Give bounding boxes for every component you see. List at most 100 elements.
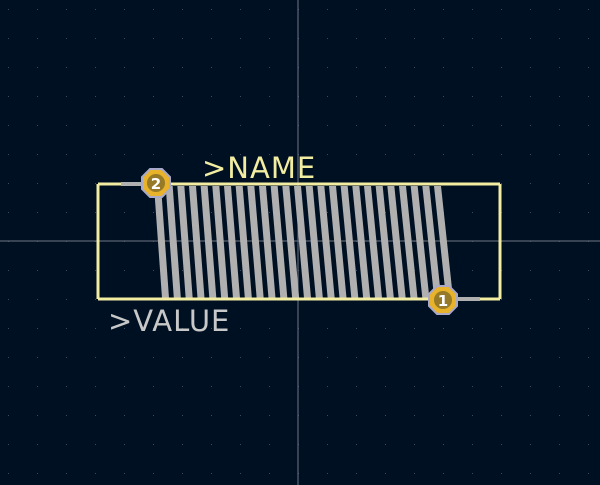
coil-winding[interactable] — [165, 186, 181, 298]
grid-dot — [211, 212, 212, 213]
grid-dot — [501, 154, 502, 155]
coil-winding[interactable] — [235, 186, 252, 298]
grid-dot — [443, 444, 444, 445]
pad-1-octagon[interactable] — [428, 285, 458, 315]
coil-winding[interactable] — [410, 186, 430, 298]
grid-dot — [385, 9, 386, 10]
coil-winding[interactable] — [189, 186, 205, 298]
grid-dot — [124, 154, 125, 155]
grid-dot — [443, 67, 444, 68]
grid-dot — [240, 328, 241, 329]
grid-dot — [66, 38, 67, 39]
grid-dot — [559, 38, 560, 39]
coil-winding[interactable] — [399, 186, 418, 298]
coil-winding[interactable] — [364, 186, 382, 298]
grid-dot — [501, 183, 502, 184]
grid-dot — [182, 270, 183, 271]
coil-winding[interactable] — [352, 186, 371, 298]
grid-dot — [327, 386, 328, 387]
value-label[interactable]: >VALUE — [108, 304, 230, 338]
grid-dot — [211, 328, 212, 329]
coil-windings[interactable] — [154, 186, 453, 298]
grid-dot — [356, 415, 357, 416]
coil-winding[interactable] — [282, 186, 300, 298]
coil-winding[interactable] — [329, 186, 347, 298]
coil-winding[interactable] — [434, 186, 453, 298]
coil-winding[interactable] — [177, 186, 193, 298]
grid-dot — [443, 38, 444, 39]
grid-dot — [559, 9, 560, 10]
coil-winding[interactable] — [259, 186, 276, 298]
grid-dot — [472, 96, 473, 97]
grid-dot — [269, 154, 270, 155]
grid-dot — [240, 125, 241, 126]
grid-dot — [356, 357, 357, 358]
coil-winding[interactable] — [270, 186, 288, 298]
grid-dot — [124, 270, 125, 271]
grid-dot — [153, 270, 154, 271]
grid-dot — [124, 415, 125, 416]
grid-dot — [414, 154, 415, 155]
grid-dot — [66, 357, 67, 358]
pad-2-octagon[interactable] — [141, 168, 171, 198]
coil-winding[interactable] — [422, 186, 442, 298]
grid-dot — [269, 328, 270, 329]
grid-dot — [8, 386, 9, 387]
coil-winding[interactable] — [317, 186, 335, 298]
grid-dot — [414, 96, 415, 97]
grid-dot — [37, 9, 38, 10]
grid-dot — [8, 357, 9, 358]
coil-winding[interactable] — [387, 186, 406, 298]
grid-dot — [414, 357, 415, 358]
coil-winding[interactable] — [340, 186, 359, 298]
silkscreen-outline[interactable] — [96, 182, 502, 301]
coil-winding[interactable] — [200, 186, 217, 298]
pad-1[interactable]: 1 — [428, 285, 458, 315]
grid-dot — [269, 444, 270, 445]
grid-dot — [269, 473, 270, 474]
grid-dot — [356, 96, 357, 97]
grid-dot — [588, 212, 589, 213]
grid-dot — [356, 38, 357, 39]
name-label[interactable]: >NAME — [202, 151, 316, 185]
grid-dot — [124, 328, 125, 329]
grid-dot — [95, 212, 96, 213]
coil-winding[interactable] — [305, 186, 323, 298]
grid-dot — [414, 444, 415, 445]
grid-dot — [37, 299, 38, 300]
grid-dot — [530, 212, 531, 213]
coil-winding[interactable] — [212, 186, 229, 298]
grid-dot — [269, 386, 270, 387]
grid-dot — [95, 9, 96, 10]
grid-dot — [95, 183, 96, 184]
grid-dot — [385, 357, 386, 358]
grid-dot — [472, 473, 473, 474]
pad-2-drill — [147, 174, 165, 192]
grid-dot — [240, 386, 241, 387]
grid-dot — [37, 386, 38, 387]
grid-dot — [559, 212, 560, 213]
grid-dot — [472, 444, 473, 445]
grid-dot — [588, 183, 589, 184]
grid-dot — [8, 299, 9, 300]
grid-dot — [559, 125, 560, 126]
coil-winding[interactable] — [154, 186, 169, 298]
grid-dot — [211, 96, 212, 97]
coil-winding[interactable] — [375, 186, 394, 298]
grid-dot — [414, 38, 415, 39]
coil-winding[interactable] — [224, 186, 240, 298]
grid-dot — [530, 415, 531, 416]
coil-winding[interactable] — [247, 186, 264, 298]
grid-dot — [530, 96, 531, 97]
grid-dot — [559, 473, 560, 474]
coil-winding[interactable] — [294, 186, 311, 298]
grid-dot — [443, 96, 444, 97]
pad-2[interactable]: 2 — [141, 168, 171, 198]
grid-dot — [124, 473, 125, 474]
grid-dot — [385, 67, 386, 68]
grid-dot — [66, 473, 67, 474]
grid-dot — [95, 96, 96, 97]
grid-dot — [501, 125, 502, 126]
